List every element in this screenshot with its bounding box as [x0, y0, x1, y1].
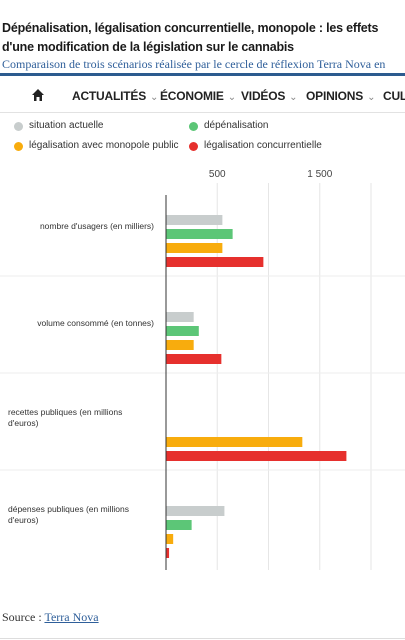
legend-swatch-2	[14, 142, 23, 151]
nav-item-actualites[interactable]: ACTUALITÉS ⌄	[72, 89, 158, 103]
chart-title: Dépénalisation, légalisation concurrenti…	[2, 21, 379, 54]
nav-item-videos[interactable]: VIDÉOS ⌄	[241, 89, 298, 103]
bar	[166, 451, 347, 461]
category-label: nombre d'usagers (en milliers)	[40, 221, 154, 231]
bar	[166, 354, 222, 364]
nav-item-label: ÉCONOMIE	[160, 89, 224, 103]
bar	[166, 548, 170, 558]
bar	[166, 437, 303, 447]
legend-label-3: légalisation concurrentielle	[204, 140, 322, 151]
nav-item-opinions[interactable]: OPINIONS ⌄	[306, 89, 375, 103]
bar	[166, 326, 199, 336]
header-divider	[0, 73, 405, 76]
source-link[interactable]: Terra Nova	[44, 610, 99, 624]
chevron-down-icon: ⌄	[367, 92, 376, 103]
source-prefix: Source :	[2, 610, 45, 624]
bar	[166, 243, 223, 253]
bar	[166, 520, 192, 530]
legend-label-1: dépénalisation	[204, 120, 269, 131]
x-tick-label: 500	[209, 169, 226, 180]
main-nav: ACTUALITÉS ⌄ ÉCONOMIE ⌄ VIDÉOS ⌄ OPINIONS ⌄ …	[0, 80, 405, 113]
nav-item-label: VIDÉOS	[241, 89, 286, 103]
nav-item-label: OPINIONS	[306, 89, 364, 103]
nav-item-label: CULT	[383, 89, 405, 103]
nav-item-culture[interactable]: CULT	[383, 89, 405, 103]
bar	[166, 229, 233, 239]
legend-swatch-0	[14, 122, 23, 131]
bar	[166, 340, 194, 350]
bar	[166, 312, 194, 322]
home-icon[interactable]	[31, 88, 45, 102]
footer-divider	[0, 638, 405, 639]
chevron-down-icon: ⌄	[150, 92, 159, 103]
category-label: recettes publiques (en millions d'euros)	[8, 407, 122, 428]
category-label: volume consommé (en tonnes)	[37, 318, 154, 328]
chevron-down-icon: ⌄	[289, 92, 298, 103]
source-line: Source : Terra Nova	[2, 610, 99, 625]
chart-subtitle: Comparaison de trois scénarios réalisée …	[2, 57, 386, 71]
legend-swatch-3	[189, 142, 198, 151]
nav-item-economie[interactable]: ÉCONOMIE ⌄	[160, 89, 236, 103]
legend-label-2: légalisation avec monopole public	[29, 140, 179, 151]
bar	[166, 257, 264, 267]
bar	[166, 215, 223, 225]
bar-chart: 500 1 500 nombre d'usagers (en milliers) vo…	[0, 169, 405, 570]
legend-label-0: situation actuelle	[29, 120, 104, 131]
nav-item-label: ACTUALITÉS	[72, 89, 146, 103]
category-label: dépenses publiques (en millions d'euros)	[8, 504, 129, 525]
legend-swatch-1	[189, 122, 198, 131]
x-tick-label: 1 500	[307, 169, 332, 180]
chevron-down-icon: ⌄	[227, 92, 236, 103]
bar	[166, 506, 225, 516]
bar	[166, 534, 174, 544]
